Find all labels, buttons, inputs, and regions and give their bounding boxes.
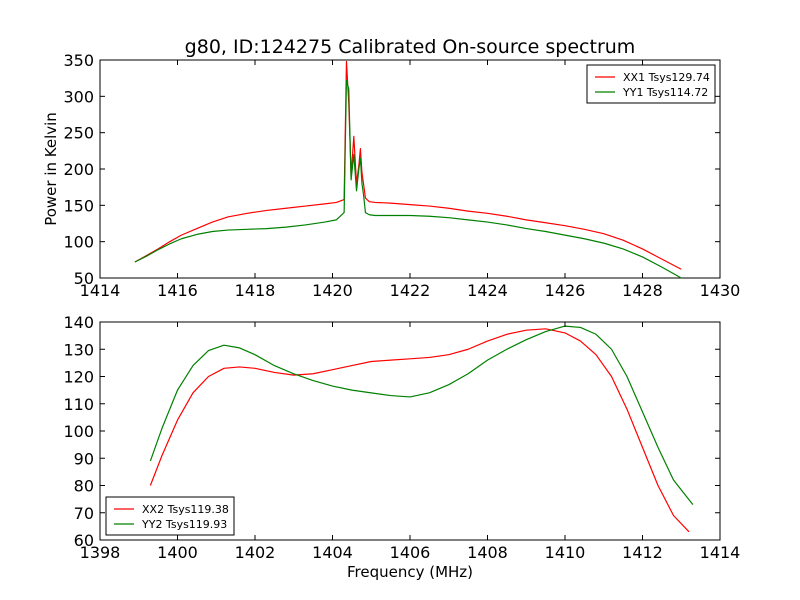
y-tick-label: 300 (63, 87, 94, 106)
x-tick-label: 1422 (390, 281, 431, 300)
series-line-0-0 (134, 60, 682, 270)
y-axis-label: Power in Kelvin (42, 112, 60, 226)
legend: XX1 Tsys129.74 YY1 Tsys114.72 (586, 64, 716, 104)
x-tick-label: 1414 (700, 543, 741, 562)
x-tick-label: 1416 (157, 281, 198, 300)
y-tick-label: 80 (74, 477, 94, 496)
x-tick-label: 1414 (80, 281, 121, 300)
x-tick-label: 1426 (545, 281, 586, 300)
x-tick-label: 1428 (622, 281, 663, 300)
x-tick-label: 1430 (700, 281, 741, 300)
y-tick-label: 150 (63, 196, 94, 215)
y-tick-label: 350 (63, 51, 94, 70)
x-tick-label: 1404 (312, 543, 353, 562)
y-tick-label: 70 (74, 504, 94, 523)
y-tick-label: 120 (63, 368, 94, 387)
legend-label: XX1 Tsys129.74 (623, 71, 710, 84)
legend-box (105, 496, 235, 536)
x-tick-label: 1420 (312, 281, 353, 300)
x-tick-label: 1418 (235, 281, 276, 300)
y-tick-label: 100 (63, 233, 94, 252)
y-tick-label: 90 (74, 449, 94, 468)
bottom-panel: 1398 1400 1402 1404 1406 1408 1410 1412 1414 60 70… (63, 313, 740, 562)
y-tick-label: 140 (63, 313, 94, 332)
legend-box (586, 64, 716, 104)
y-tick-label: 60 (74, 531, 94, 550)
series-line-0-1 (134, 79, 682, 279)
y-tick-label: 200 (63, 160, 94, 179)
chart-title: g80, ID:124275 Calibrated On-source spec… (185, 36, 636, 58)
y-tick-label: 100 (63, 422, 94, 441)
x-tick-label: 1410 (545, 543, 586, 562)
legend: XX2 Tsys119.38 YY2 Tsys119.93 (105, 496, 235, 536)
y-tick-label: 130 (63, 340, 94, 359)
series-line-1-1 (149, 325, 694, 505)
y-tick-label: 110 (63, 395, 94, 414)
x-tick-label: 1424 (467, 281, 508, 300)
x-axis-label: Frequency (MHz) (347, 563, 473, 581)
legend-label: YY1 Tsys114.72 (622, 86, 708, 99)
top-panel: 1414 1416 1418 1420 1422 1424 1426 1428 1430 50 10… (42, 51, 740, 300)
legend-label: XX2 Tsys119.38 (142, 503, 229, 516)
y-tick-label: 250 (63, 124, 94, 143)
x-tick-label: 1400 (157, 543, 198, 562)
x-tick-label: 1408 (467, 543, 508, 562)
x-tick-label: 1398 (80, 543, 121, 562)
series-line-1-0 (149, 328, 690, 533)
y-tick-label: 50 (74, 269, 94, 288)
legend-label: YY2 Tsys119.93 (141, 518, 227, 531)
x-tick-label: 1412 (622, 543, 663, 562)
x-tick-label: 1402 (235, 543, 276, 562)
x-tick-label: 1406 (390, 543, 431, 562)
